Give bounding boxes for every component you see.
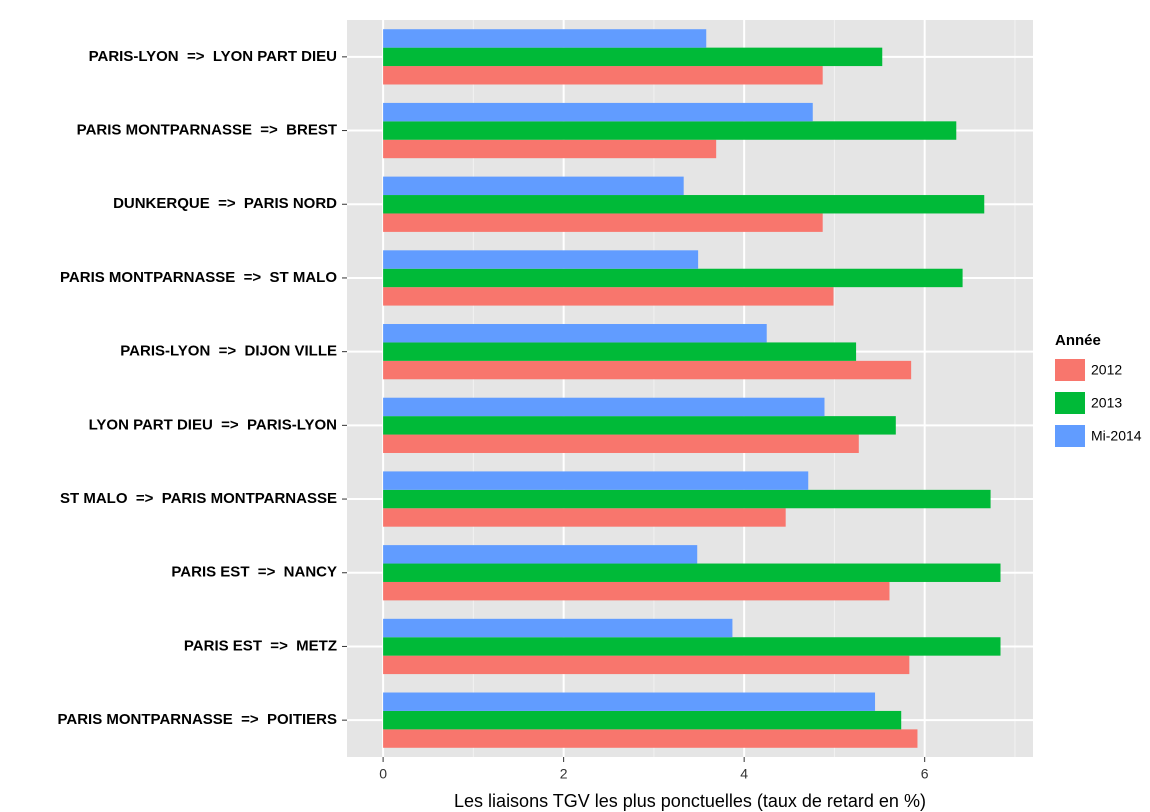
y-tick-label: PARIS MONTPARNASSE => POITIERS <box>58 711 338 728</box>
legend-key <box>1055 392 1085 414</box>
bar <box>383 692 876 711</box>
legend-key <box>1055 425 1085 447</box>
bar <box>383 360 912 380</box>
bar <box>383 121 957 140</box>
bar <box>383 655 910 675</box>
y-tick-label: PARIS MONTPARNASSE => BREST <box>77 122 337 139</box>
x-tick-label: 6 <box>921 766 929 782</box>
bar <box>383 637 1001 656</box>
bar <box>383 139 717 159</box>
bar <box>383 489 991 509</box>
bar <box>383 324 767 343</box>
bar <box>383 508 786 527</box>
bar <box>383 195 985 214</box>
y-tick-label: PARIS MONTPARNASSE => ST MALO <box>60 269 337 286</box>
x-tick-label: 2 <box>560 766 568 782</box>
y-tick-label: DUNKERQUE => PARIS NORD <box>113 195 337 212</box>
legend-key <box>1055 359 1085 381</box>
x-tick-label: 0 <box>379 766 387 782</box>
y-tick-label: LYON PART DIEU => PARIS-LYON <box>89 416 337 433</box>
bar <box>383 47 883 67</box>
bar <box>383 268 963 288</box>
bar <box>383 213 823 232</box>
bar <box>383 729 918 748</box>
x-axis-title: Les liaisons TGV les plus ponctuelles (t… <box>454 791 926 811</box>
bar <box>383 176 684 196</box>
bar <box>383 563 1001 582</box>
legend-label: 2013 <box>1091 395 1122 411</box>
bar <box>383 471 809 490</box>
bar <box>383 397 825 417</box>
y-tick-label: PARIS-LYON => DIJON VILLE <box>120 343 337 360</box>
bar <box>383 66 823 85</box>
legend-label: Mi-2014 <box>1091 428 1142 444</box>
bar <box>383 710 902 730</box>
bar <box>383 102 813 122</box>
bar <box>383 287 834 306</box>
legend-title: Année <box>1055 332 1101 349</box>
bar <box>383 618 733 638</box>
bar <box>383 545 698 564</box>
x-tick-label: 4 <box>740 766 748 782</box>
bar <box>383 434 859 453</box>
bar <box>383 581 890 601</box>
bar <box>383 250 699 269</box>
legend-label: 2012 <box>1091 362 1122 378</box>
y-tick-label: PARIS EST => NANCY <box>171 564 337 581</box>
y-tick-label: ST MALO => PARIS MONTPARNASSE <box>60 490 337 507</box>
bar <box>383 416 896 435</box>
y-tick-label: PARIS EST => METZ <box>184 637 337 654</box>
bar <box>383 29 707 48</box>
y-tick-label: PARIS-LYON => LYON PART DIEU <box>89 48 337 65</box>
bar <box>383 342 857 361</box>
